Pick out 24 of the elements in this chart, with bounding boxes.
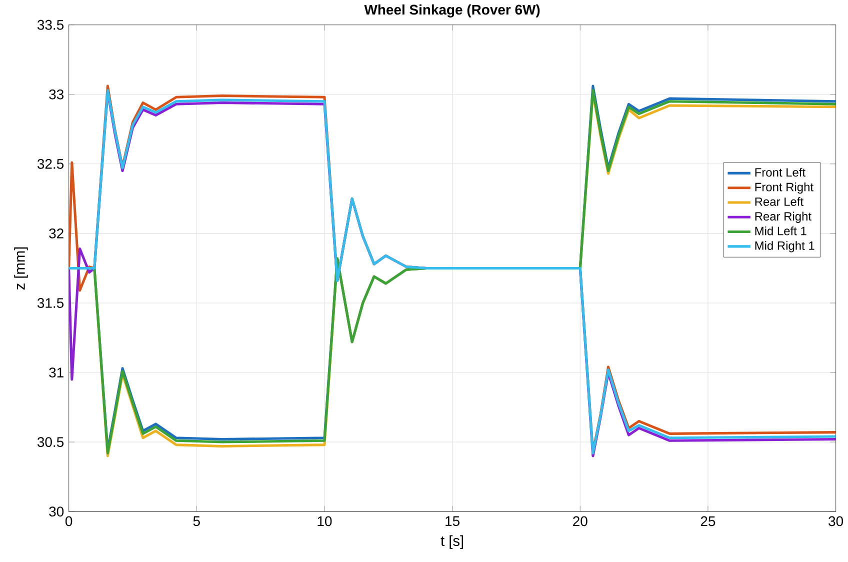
y-tick-label: 33: [49, 89, 64, 100]
y-tick-label: 31: [49, 367, 64, 378]
legend-label: Front Right: [755, 182, 814, 194]
x-tick-label: 20: [573, 516, 588, 526]
y-tick-label: 33.5: [37, 20, 64, 30]
x-tick-label: 0: [65, 516, 72, 526]
legend-label: Mid Left 1: [755, 226, 806, 236]
x-axis-title: t [s]: [440, 535, 464, 549]
y-axis-title: z [mm]: [14, 247, 28, 290]
legend-label: Rear Left: [755, 196, 804, 206]
y-tick-label: 31.5: [37, 298, 64, 308]
legend-label: Front Left: [755, 168, 806, 176]
legend-label: Mid Right 1: [755, 240, 814, 252]
x-tick-label: 10: [318, 516, 332, 526]
x-tick-label: 15: [446, 516, 460, 526]
y-tick-label: 32: [49, 228, 64, 238]
y-tick-label: 32.5: [37, 158, 64, 169]
y-tick-label: 30.5: [37, 436, 64, 447]
chart-title: Wheel Sinkage (Rover 6W): [364, 4, 540, 18]
legend-label: Rear Right: [755, 212, 812, 223]
x-tick-label: 25: [700, 516, 716, 526]
x-tick-label: 5: [193, 516, 200, 526]
y-tick-label: 30: [49, 506, 64, 516]
x-tick-label: 30: [828, 516, 844, 526]
